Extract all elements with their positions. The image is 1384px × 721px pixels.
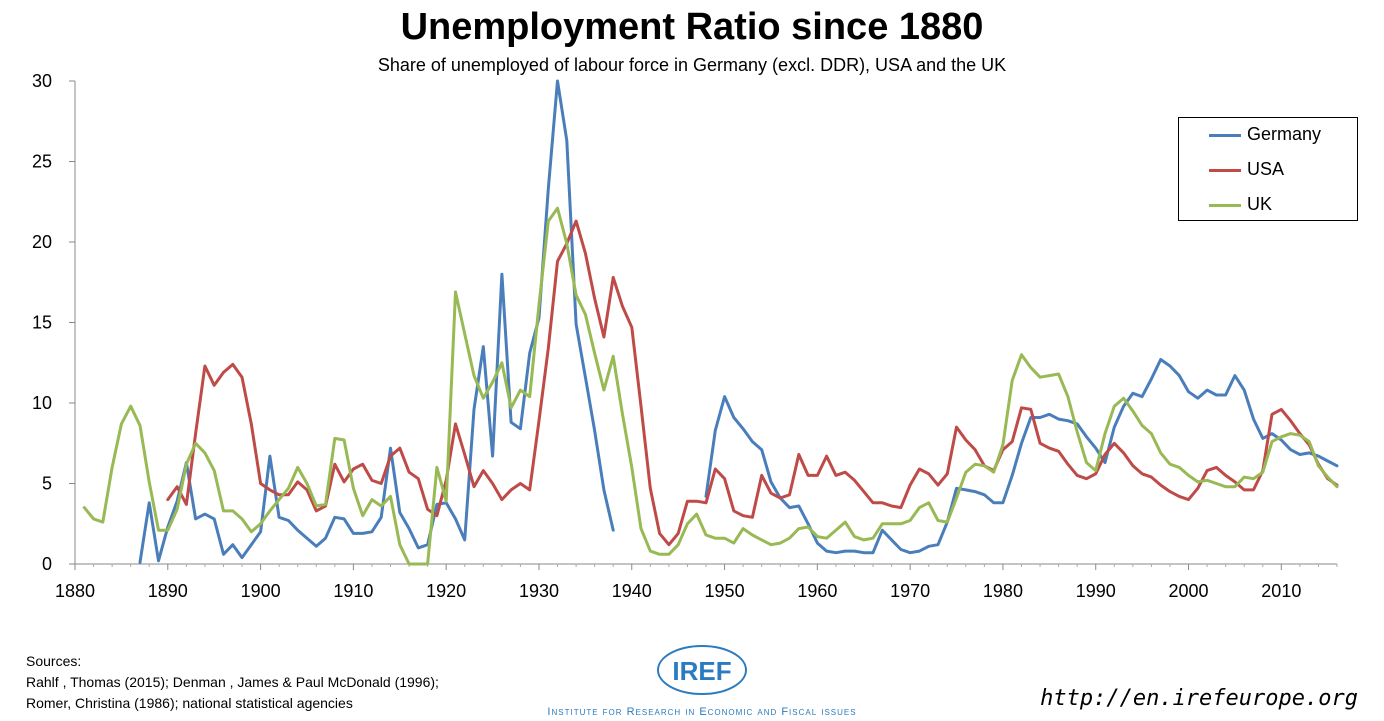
y-tick-label: 15 [32, 313, 52, 333]
series-lines [82, 79, 1339, 566]
legend-item-germany: Germany [1179, 120, 1357, 150]
y-tick-label: 10 [32, 393, 52, 413]
x-tick-label: 1900 [241, 581, 281, 601]
y-tick-label: 20 [32, 232, 52, 252]
chart-subtitle: Share of unemployed of labour force in G… [377, 55, 1007, 75]
site-url[interactable]: http://en.irefeurope.org [1040, 686, 1358, 711]
iref-logo: IREF Institute for Research in Economic … [512, 640, 892, 720]
logo-text: IREF [672, 656, 731, 686]
legend-swatch-uk [1209, 204, 1241, 207]
legend: Germany USA UK [1178, 117, 1358, 221]
x-tick-label: 1990 [1076, 581, 1116, 601]
legend-label-usa: USA [1247, 159, 1285, 179]
legend-label-germany: Germany [1247, 124, 1322, 144]
y-tick-label: 5 [42, 474, 52, 494]
x-tick-label: 2000 [1169, 581, 1209, 601]
legend-swatch-germany [1209, 134, 1241, 137]
iref-logo-mark: IREF [657, 645, 747, 695]
x-tick-label: 1880 [55, 581, 95, 601]
chart-title: Unemployment Ratio since 1880 [400, 6, 984, 48]
y-tick-label: 25 [32, 152, 52, 172]
x-tick-label: 1960 [797, 581, 837, 601]
x-tick-label: 1920 [426, 581, 466, 601]
sources-note: Sources: Rahlf , Thomas (2015); Denman ,… [26, 651, 439, 714]
series-line-usa-2 [166, 219, 1339, 547]
x-tick-label: 1910 [333, 581, 373, 601]
logo-caption: Institute for Research in Economic and F… [547, 706, 857, 718]
legend-item-uk: UK [1179, 190, 1357, 220]
x-tick-label: 2010 [1261, 581, 1301, 601]
sources-line-2: Romer, Christina (1986); national statis… [26, 695, 353, 711]
x-tick-label: 1950 [705, 581, 745, 601]
series-line-germany-0 [138, 79, 615, 564]
legend-swatch-usa [1209, 169, 1241, 172]
sources-line-1: Rahlf , Thomas (2015); Denman , James & … [26, 674, 439, 690]
series-line-uk-3 [82, 206, 1339, 566]
y-tick-label: 30 [32, 71, 52, 91]
legend-item-usa: USA [1179, 155, 1357, 185]
x-tick-label: 1940 [612, 581, 652, 601]
y-tick-label: 0 [42, 554, 52, 574]
axes: 0 5 10 15 20 25 30 1880 1890 1900 1910 1920 1930 1940… [32, 71, 1338, 601]
x-tick-label: 1930 [519, 581, 559, 601]
sources-label: Sources: [26, 653, 82, 669]
x-tick-label: 1890 [148, 581, 188, 601]
legend-label-uk: UK [1247, 194, 1273, 214]
x-tick-label: 1980 [983, 581, 1023, 601]
x-tick-label: 1970 [890, 581, 930, 601]
